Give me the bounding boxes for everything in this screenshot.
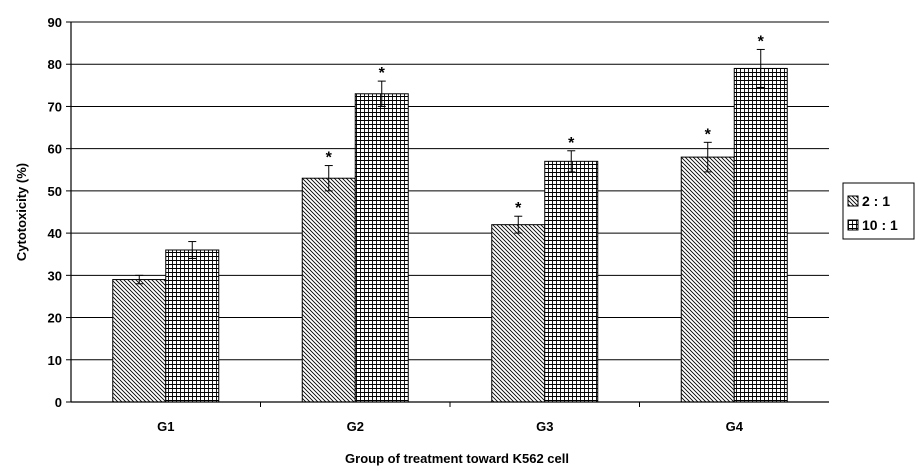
bar [354, 93, 409, 403]
y-tick-label: 60 [48, 142, 62, 157]
y-tick-label: 90 [48, 15, 62, 30]
significance-mark: * [758, 33, 765, 50]
y-tick-label: 80 [48, 57, 62, 72]
y-tick-label: 30 [48, 268, 62, 283]
y-tick-label: 0 [55, 395, 62, 410]
tick-labels: 0 10 20 30 40 50 60 70 80 90 G1 G2 * * G3 * * G4 * * [48, 15, 765, 434]
x-tick-label: G1 [157, 419, 174, 434]
legend-label: 2 : 1 [862, 193, 890, 209]
bar [491, 224, 546, 403]
y-tick-label: 10 [48, 353, 62, 368]
legend: 2 : 1 10 : 1 [842, 182, 915, 240]
x-axis-title: Group of treatment toward K562 cell [345, 451, 569, 466]
legend-swatch [847, 195, 859, 207]
bars [112, 48, 788, 403]
y-tick-label: 50 [48, 184, 62, 199]
significance-mark: * [705, 126, 712, 143]
bar [733, 67, 788, 403]
bar [301, 177, 356, 403]
y-tick-label: 40 [48, 226, 62, 241]
bar [165, 249, 220, 403]
significance-mark: * [379, 65, 386, 82]
y-axis-title: Cytotoxicity (%) [14, 163, 29, 261]
significance-mark: * [568, 135, 575, 152]
significance-mark: * [515, 200, 522, 217]
significance-mark: * [326, 150, 333, 167]
legend-swatch [847, 219, 859, 231]
y-tick-label: 70 [48, 99, 62, 114]
y-tick-label: 20 [48, 311, 62, 326]
legend-label: 10 : 1 [862, 217, 898, 233]
bar [112, 279, 167, 403]
x-tick-label: G2 [347, 419, 364, 434]
x-tick-label: G4 [726, 419, 744, 434]
bar [680, 156, 735, 403]
axes [66, 21, 829, 407]
x-tick-label: G3 [536, 419, 553, 434]
bar [544, 160, 599, 403]
